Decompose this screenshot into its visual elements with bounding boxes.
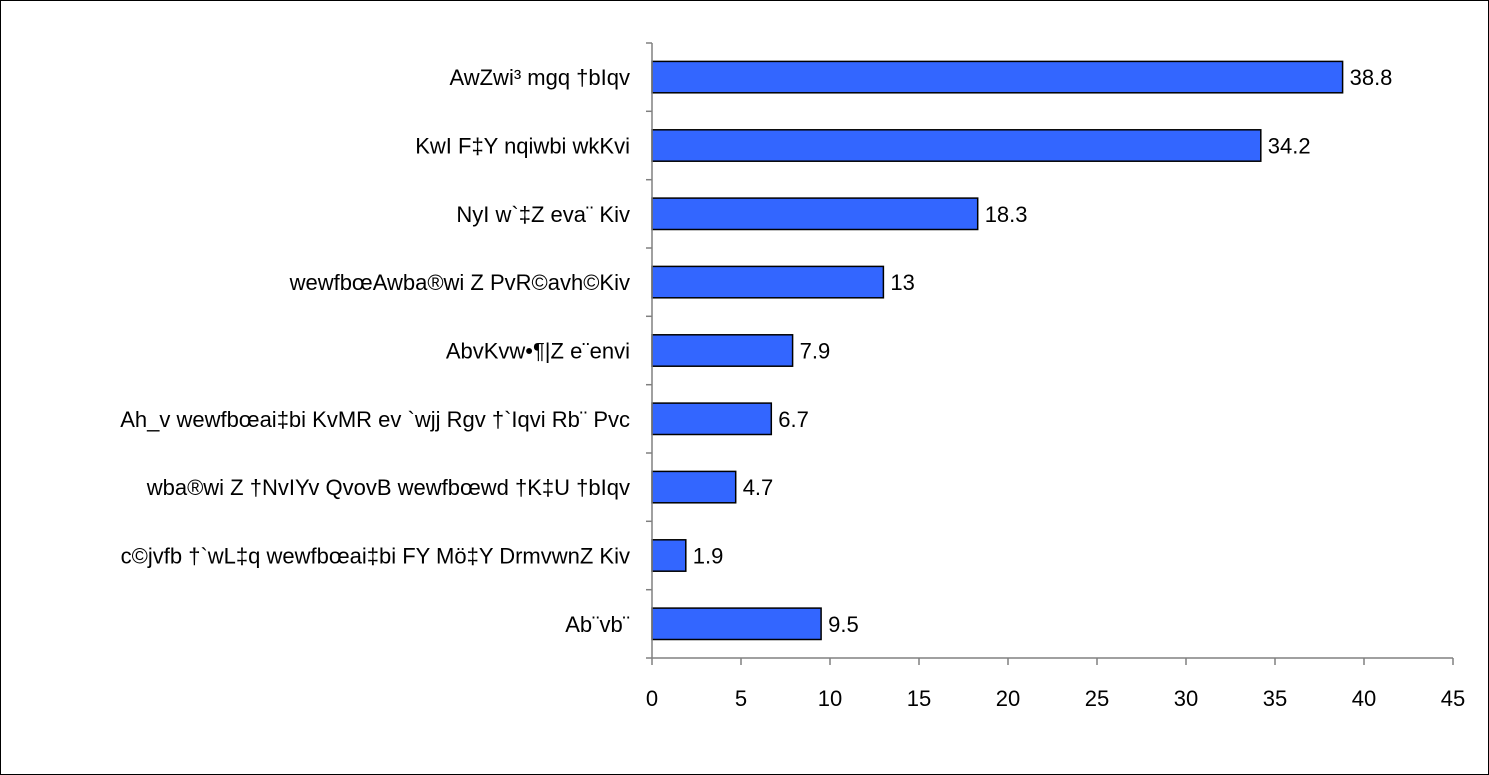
bar-7 [651, 470, 737, 504]
category-label-6: Ah_v wewfbœai‡bi KvMR ev `wjj Rgv †`Iqvi… [120, 407, 630, 432]
bar-6 [651, 402, 773, 436]
x-tick-label-5: 25 [1085, 686, 1109, 711]
axes-layer [646, 42, 1454, 665]
bar-4 [651, 265, 885, 299]
category-label-2: KwI F‡Y nqiwbi wkKvi [415, 134, 630, 159]
category-label-9: Ab¨vb¨ [565, 612, 630, 637]
value-label-4: 13 [890, 270, 914, 295]
x-tick-label-1: 5 [735, 686, 747, 711]
category-label-1: AwZwi³ mgq †bIqv [449, 65, 630, 90]
x-tick-label-7: 35 [1263, 686, 1287, 711]
x-tick-label-3: 15 [907, 686, 931, 711]
x-tick-label-0: 0 [646, 686, 658, 711]
x-tick-label-2: 10 [818, 686, 842, 711]
value-label-5: 7.9 [800, 339, 831, 364]
bar-9 [651, 607, 822, 641]
bar-8 [651, 539, 687, 572]
bar-2 [651, 129, 1262, 162]
category-label-4: wewfbœAwba®wi Z PvR©avh©Kiv [289, 270, 630, 295]
labels-layer: AwZwi³ mgq †bIqv 38.8 KwI F‡Y nqiwbi wkKvi… [120, 65, 1465, 711]
value-label-6: 6.7 [778, 407, 809, 432]
x-tick-label-6: 30 [1174, 686, 1198, 711]
x-tick-label-4: 20 [996, 686, 1020, 711]
value-label-9: 9.5 [828, 612, 859, 637]
bar-5 [651, 334, 794, 367]
category-label-5: AbvKvw•¶|Z e¨envi [446, 339, 630, 364]
value-label-3: 18.3 [985, 202, 1028, 227]
category-label-7: wba®wi Z †NvIYv QvovB wewfbœwd †K‡U †bIq… [146, 475, 630, 500]
value-label-1: 38.8 [1350, 65, 1393, 90]
bars-layer [651, 60, 1344, 641]
value-label-2: 34.2 [1268, 134, 1311, 159]
x-tick-label-8: 40 [1352, 686, 1376, 711]
value-label-7: 4.7 [743, 475, 774, 500]
x-tick-label-9: 45 [1441, 686, 1465, 711]
category-label-3: NyI w`‡Z eva¨ Kiv [456, 202, 630, 227]
bar-3 [651, 197, 979, 231]
category-label-8: c©jvfb †`wL‡q wewfbœai‡bi FY Mö‡Y Drmvwn… [121, 544, 630, 569]
bar-1 [651, 60, 1344, 94]
value-label-8: 1.9 [693, 544, 724, 569]
